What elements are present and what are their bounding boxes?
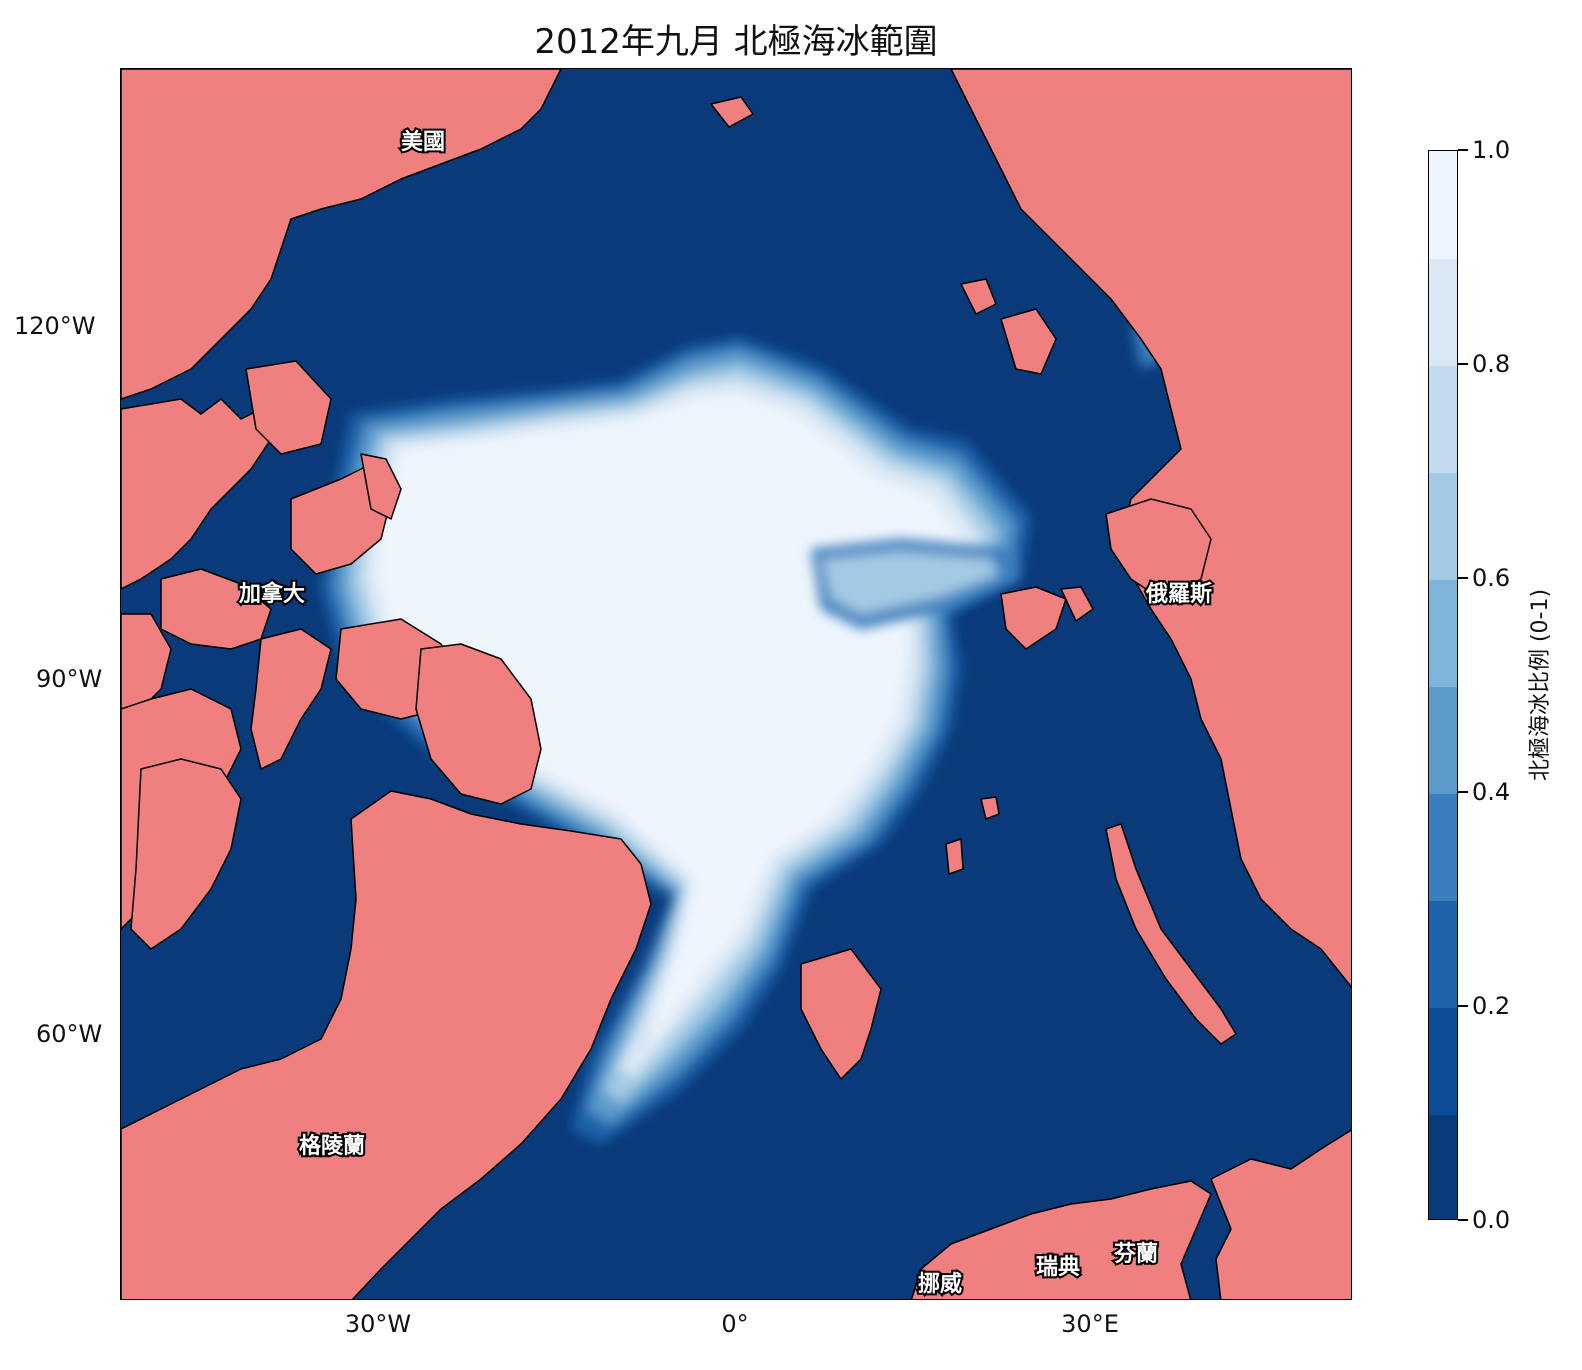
y-tick-120w: 120°W	[14, 312, 96, 340]
x-tick-30w: 30°W	[344, 1310, 412, 1338]
colorbar-segment	[1429, 579, 1457, 687]
colorbar-segment	[1429, 151, 1457, 259]
map-title: 2012年九月 北極海冰範圍	[534, 22, 938, 62]
colorbar-segment	[1429, 472, 1457, 580]
colorbar-tick-label: 0.0	[1472, 1206, 1511, 1234]
colorbar-segment	[1429, 1114, 1457, 1219]
land-baffin	[130, 758, 242, 950]
colorbar-tick-label: 0.6	[1472, 564, 1511, 592]
colorbar-tick	[1458, 1219, 1468, 1221]
land-canada-island-3	[360, 453, 402, 520]
land-severnaya-2	[960, 278, 997, 315]
colorbar-tick	[1458, 577, 1468, 579]
colorbar-tick-label: 0.4	[1472, 778, 1511, 806]
land-canada-island-2	[290, 463, 392, 575]
x-tick-0: 0°	[721, 1310, 749, 1338]
land-canada-island-1	[245, 360, 332, 455]
label-greenland: 格陵蘭	[299, 1133, 365, 1159]
colorbar	[1428, 150, 1458, 1220]
colorbar-tick-label: 0.8	[1472, 350, 1511, 378]
land-usa	[121, 69, 562, 400]
colorbar-segment	[1429, 900, 1457, 1008]
land-wrangel	[710, 96, 754, 128]
land-canada-island-6	[250, 628, 332, 770]
colorbar-segment	[1429, 258, 1457, 366]
colorbar-tick	[1458, 363, 1468, 365]
label-canada: 加拿大	[238, 581, 305, 607]
map-canvas: 美國 加拿大 俄羅斯 格陵蘭 挪威 瑞典 芬蘭	[121, 69, 1351, 1299]
label-russia: 俄羅斯	[1145, 581, 1212, 607]
y-tick-60w: 60°W	[36, 1020, 103, 1048]
colorbar-tick	[1458, 791, 1468, 793]
y-tick-90w: 90°W	[36, 665, 103, 693]
colorbar-tick-label: 0.2	[1472, 992, 1511, 1020]
land-severnaya	[1000, 308, 1057, 375]
colorbar-segment	[1429, 793, 1457, 901]
colorbar-segment	[1429, 686, 1457, 794]
land-canada	[121, 398, 272, 590]
land-franz-josef-2	[1060, 586, 1094, 622]
land-novaya-zemlya	[1105, 823, 1237, 1045]
land-small-1	[980, 796, 1000, 820]
land-scandinavia	[910, 1180, 1212, 1299]
label-norway: 挪威	[918, 1271, 962, 1297]
land-small-2	[945, 838, 964, 875]
land-russia-west	[1210, 1129, 1351, 1299]
colorbar-tick-label: 1.0	[1472, 136, 1511, 164]
land-svalbard	[800, 948, 882, 1080]
x-tick-30e: 30°E	[1061, 1310, 1119, 1338]
label-usa: 美國	[401, 129, 445, 155]
land-greenland	[121, 790, 652, 1299]
colorbar-label: 北極海冰比例 (0-1)	[1528, 588, 1553, 782]
polar-map[interactable]: 美國 加拿大 俄羅斯 格陵蘭 挪威 瑞典 芬蘭	[120, 68, 1352, 1300]
land-taymyr	[1105, 498, 1212, 600]
colorbar-tick	[1458, 149, 1468, 151]
land-franz-josef	[1000, 586, 1067, 650]
land-canada-island-5	[121, 613, 172, 710]
label-finland: 芬蘭	[1113, 1242, 1158, 1267]
land-canada-island-8	[415, 643, 542, 805]
colorbar-tick	[1458, 1005, 1468, 1007]
colorbar-segment	[1429, 1007, 1457, 1115]
label-sweden: 瑞典	[1036, 1255, 1080, 1280]
colorbar-segment	[1429, 365, 1457, 473]
